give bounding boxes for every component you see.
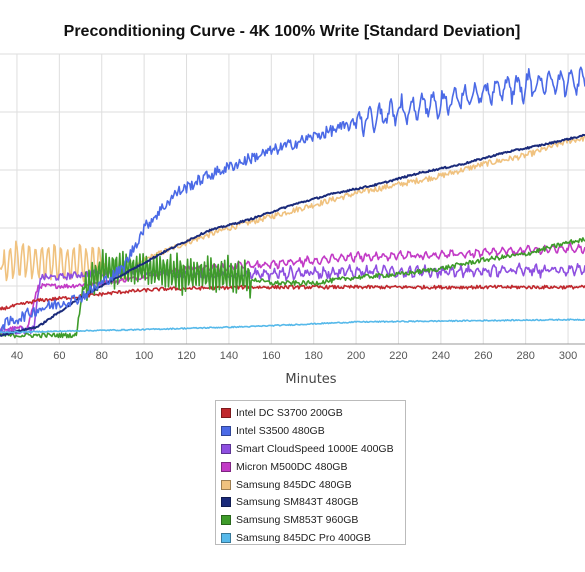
legend-label: Samsung 845DC 480GB xyxy=(236,478,352,491)
x-tick-label: 160 xyxy=(262,350,280,362)
x-tick-label: 120 xyxy=(177,350,195,362)
chart-title: Preconditioning Curve - 4K 100% Write [S… xyxy=(64,23,521,40)
x-axis-label: Minutes xyxy=(285,372,336,387)
x-tick-label: 260 xyxy=(474,350,492,362)
grid xyxy=(0,53,585,345)
legend-swatch xyxy=(221,425,231,436)
legend-swatch xyxy=(221,515,231,526)
x-tick-label: 100 xyxy=(135,350,153,362)
legend-swatch xyxy=(221,533,231,544)
x-tick-label: 220 xyxy=(389,350,407,362)
legend-item: Intel S3500 480GB xyxy=(221,422,405,440)
legend-label: Micron M500DC 480GB xyxy=(236,460,348,473)
legend-item: Smart CloudSpeed 1000E 400GB xyxy=(221,440,405,458)
series-lines xyxy=(0,66,585,339)
series-line-8 xyxy=(0,318,585,334)
legend-swatch xyxy=(221,479,231,490)
series-line-1 xyxy=(0,284,585,311)
legend-swatch xyxy=(221,407,231,418)
legend-swatch xyxy=(221,461,231,472)
legend-swatch xyxy=(221,497,231,508)
legend-swatch xyxy=(221,443,231,454)
series-line-5 xyxy=(0,135,585,283)
x-axis-ticks: 40 60 80 100 120 140 160 180 200 220 240 260 280 300 xyxy=(11,350,577,362)
x-tick-label: 40 xyxy=(11,350,23,362)
series-line-3 xyxy=(0,262,585,337)
legend-label: Samsung SM843T 480GB xyxy=(236,496,359,509)
series-line-2 xyxy=(0,66,585,332)
x-tick-label: 300 xyxy=(559,350,577,362)
series-line-7 xyxy=(0,237,585,339)
legend-item: Micron M500DC 480GB xyxy=(221,458,405,476)
legend-item: Samsung SM843T 480GB xyxy=(221,493,405,511)
legend-label: Intel S3500 480GB xyxy=(236,424,325,437)
legend-item: Samsung 845DC 480GB xyxy=(221,476,405,494)
legend-item: Samsung SM853T 960GB xyxy=(221,511,405,529)
x-tick-label: 140 xyxy=(220,350,238,362)
legend-label: Smart CloudSpeed 1000E 400GB xyxy=(236,442,394,455)
chart-canvas: Preconditioning Curve - 4K 100% Write [S… xyxy=(0,23,585,387)
legend: Intel DC S3700 200GB Intel S3500 480GB Sma… xyxy=(215,400,406,545)
x-tick-label: 280 xyxy=(516,350,534,362)
legend-label: Intel DC S3700 200GB xyxy=(236,406,343,419)
plot-area xyxy=(0,54,585,344)
legend-item: Intel DC S3700 200GB xyxy=(221,404,405,422)
x-tick-label: 60 xyxy=(53,350,65,362)
legend-label: Samsung SM853T 960GB xyxy=(236,514,359,527)
x-tick-label: 200 xyxy=(347,350,365,362)
x-tick-label: 180 xyxy=(305,350,323,362)
x-tick-label: 240 xyxy=(432,350,450,362)
legend-item: Samsung 845DC Pro 400GB xyxy=(221,529,405,547)
x-tick-label: 80 xyxy=(96,350,108,362)
legend-label: Samsung 845DC Pro 400GB xyxy=(236,532,371,545)
